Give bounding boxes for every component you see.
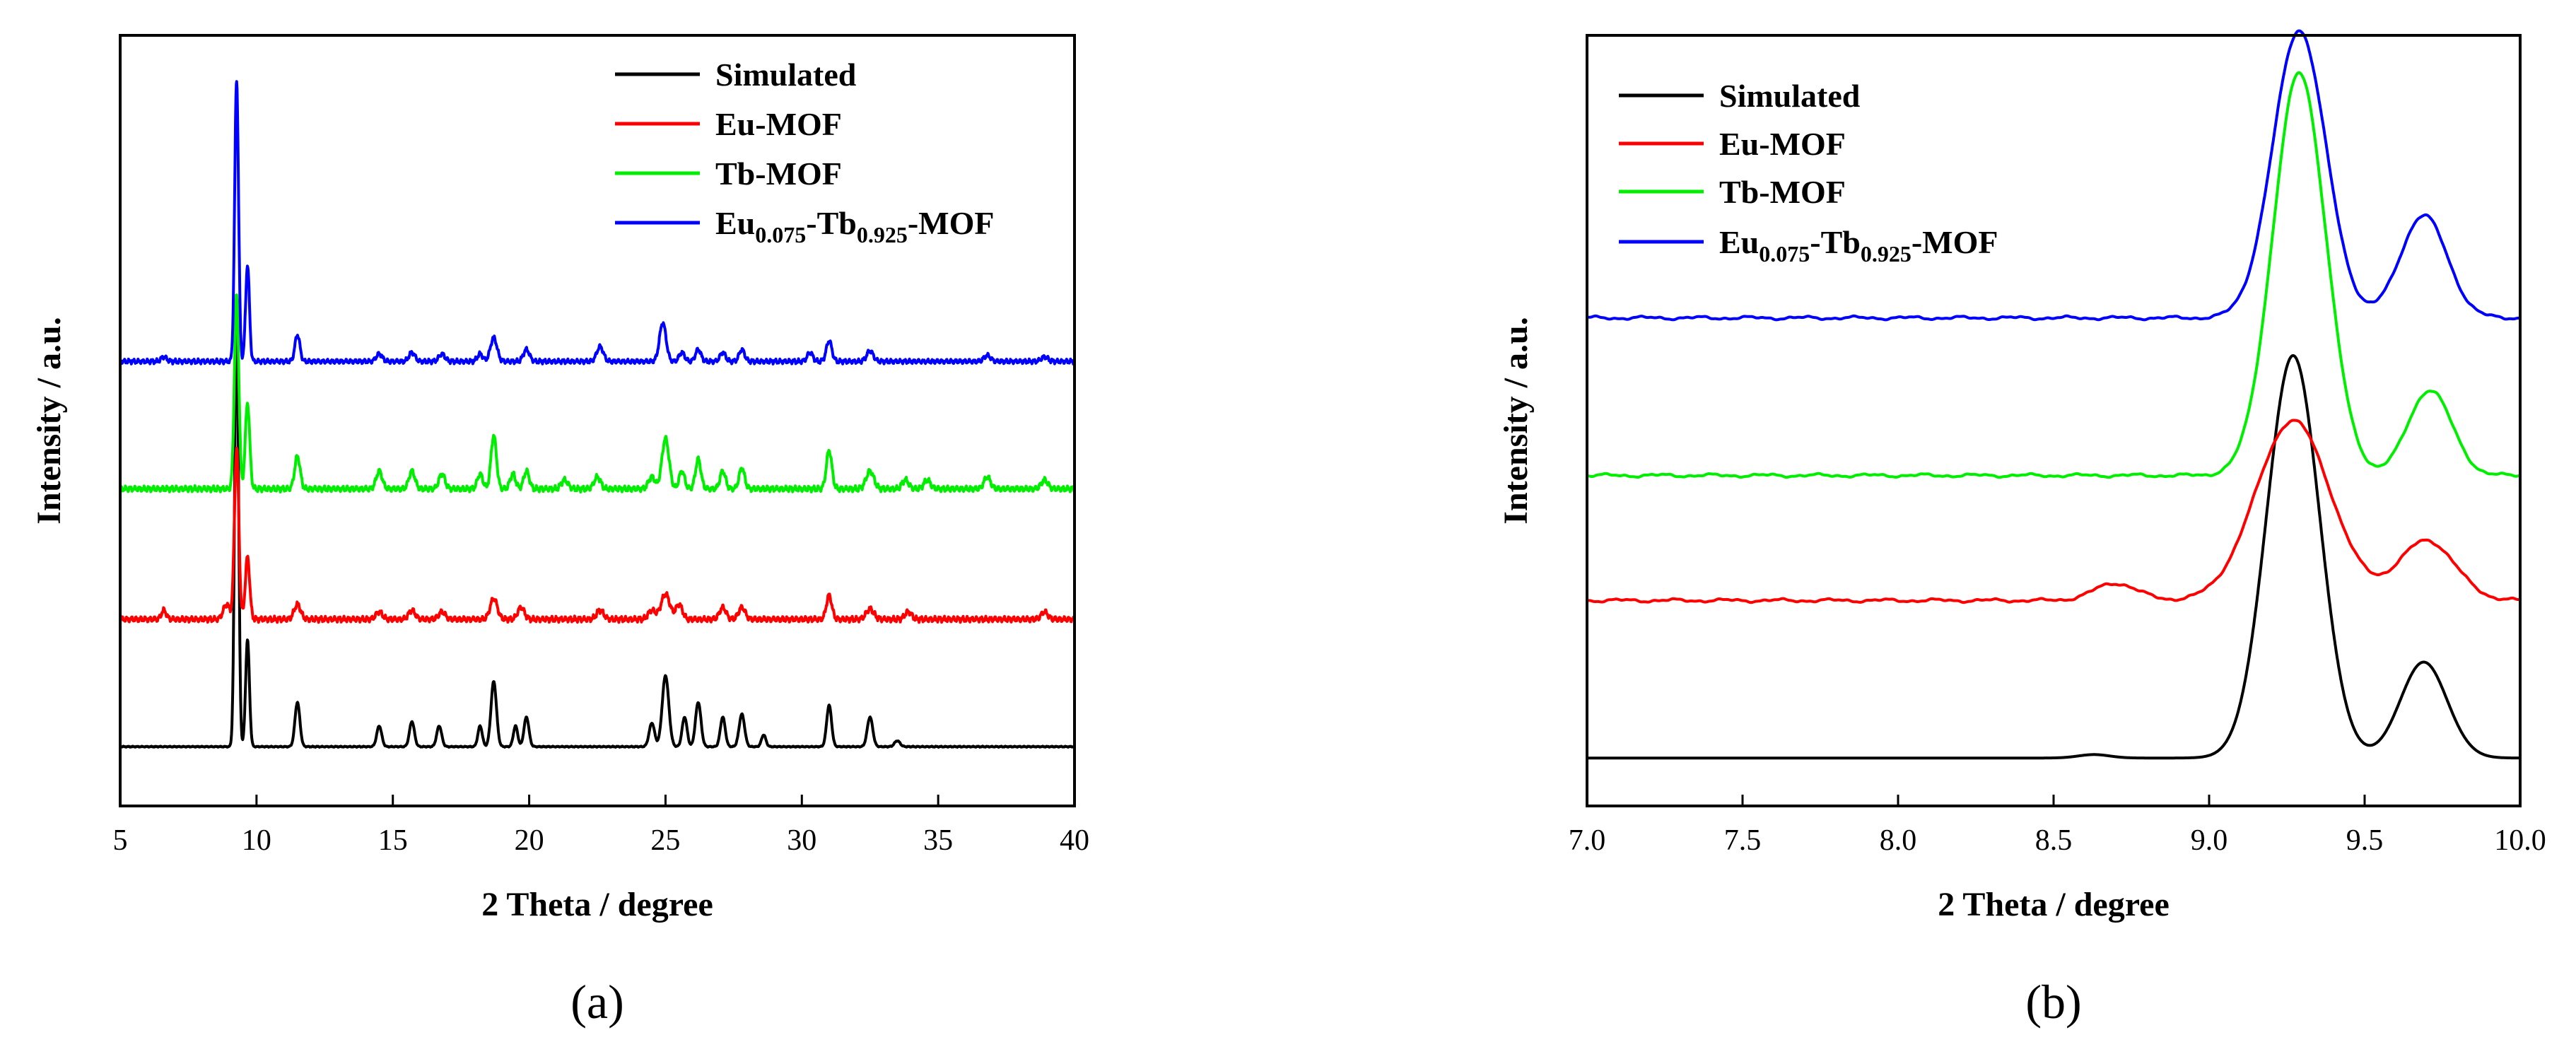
panel-a-label: (a) bbox=[570, 975, 623, 1029]
x-tick-label-2: 15 bbox=[378, 824, 408, 857]
series-line-eu0-075-tb0-925-mof bbox=[1586, 29, 2522, 322]
legend-label-eu-mof: Eu-MOF bbox=[1719, 126, 1846, 162]
x-tick-label-0: 5 bbox=[113, 824, 128, 857]
series-line-simulated bbox=[1586, 354, 2522, 760]
legend-label-mixed-mof: Eu0.075-Tb0.925-MOF bbox=[1719, 224, 1998, 267]
series-line-simulated bbox=[119, 301, 1076, 749]
x-tick-label-2: 8.0 bbox=[1880, 824, 1917, 857]
panel-a-series-layer bbox=[119, 80, 1076, 749]
x-tick-label-6: 10.0 bbox=[2494, 824, 2546, 857]
panel-b-x-axis-label: 2 Theta / degree bbox=[1938, 886, 2170, 923]
panel-a-legend: Simulated Eu-MOF Tb-MOF Eu0.075-Tb0.925-… bbox=[615, 57, 994, 247]
series-line-eu-mof bbox=[119, 446, 1076, 624]
panel-b-legend: Simulated Eu-MOF Tb-MOF Eu0.075-Tb0.925-… bbox=[1619, 78, 1998, 267]
legend-label-tb-mof: Tb-MOF bbox=[715, 156, 842, 192]
panel-b: 7.0 7.5 8.0 8.5 9.0 9.5 10.0 2 Theta / degree … bbox=[1497, 29, 2546, 1029]
panel-a-x-ticks: 5 10 15 20 25 30 35 40 bbox=[113, 795, 1089, 857]
x-tick-label-3: 8.5 bbox=[2035, 824, 2073, 857]
legend-label-tb-mof: Tb-MOF bbox=[1719, 174, 1846, 210]
panel-b-x-ticks: 7.0 7.5 8.0 8.5 9.0 9.5 10.0 bbox=[1569, 795, 2546, 857]
x-tick-label-5: 30 bbox=[787, 824, 816, 857]
x-tick-label-5: 9.5 bbox=[2346, 824, 2384, 857]
panel-a-plot-frame bbox=[119, 34, 1076, 807]
panel-a-x-axis-label: 2 Theta / degree bbox=[481, 886, 713, 923]
legend-label-simulated: Simulated bbox=[715, 57, 857, 93]
panel-b-series-layer bbox=[1586, 29, 2522, 760]
series-line-eu0-075-tb0-925-mof bbox=[119, 80, 1076, 366]
panel-a-y-axis-label: Intensity / a.u. bbox=[30, 317, 68, 524]
series-line-tb-mof bbox=[119, 293, 1076, 493]
panel-b-y-axis-label: Intensity / a.u. bbox=[1497, 317, 1535, 524]
x-tick-label-1: 10 bbox=[242, 824, 271, 857]
panel-b-label: (b) bbox=[2025, 975, 2081, 1029]
legend-label-simulated: Simulated bbox=[1719, 78, 1861, 114]
x-tick-label-0: 7.0 bbox=[1569, 824, 1606, 857]
x-tick-label-1: 7.5 bbox=[1724, 824, 1762, 857]
legend-label-mixed-mof: Eu0.075-Tb0.925-MOF bbox=[715, 205, 994, 247]
panel-a: 5 10 15 20 25 30 35 40 2 Theta / degree Intensi… bbox=[30, 34, 1089, 1029]
legend-label-eu-mof: Eu-MOF bbox=[715, 106, 842, 142]
x-tick-label-7: 40 bbox=[1060, 824, 1089, 857]
series-line-tb-mof bbox=[1586, 71, 2522, 479]
x-tick-label-6: 35 bbox=[923, 824, 953, 857]
x-tick-label-4: 25 bbox=[650, 824, 680, 857]
series-line-eu-mof bbox=[1586, 419, 2522, 604]
x-tick-label-3: 20 bbox=[515, 824, 544, 857]
x-tick-label-4: 9.0 bbox=[2191, 824, 2228, 857]
